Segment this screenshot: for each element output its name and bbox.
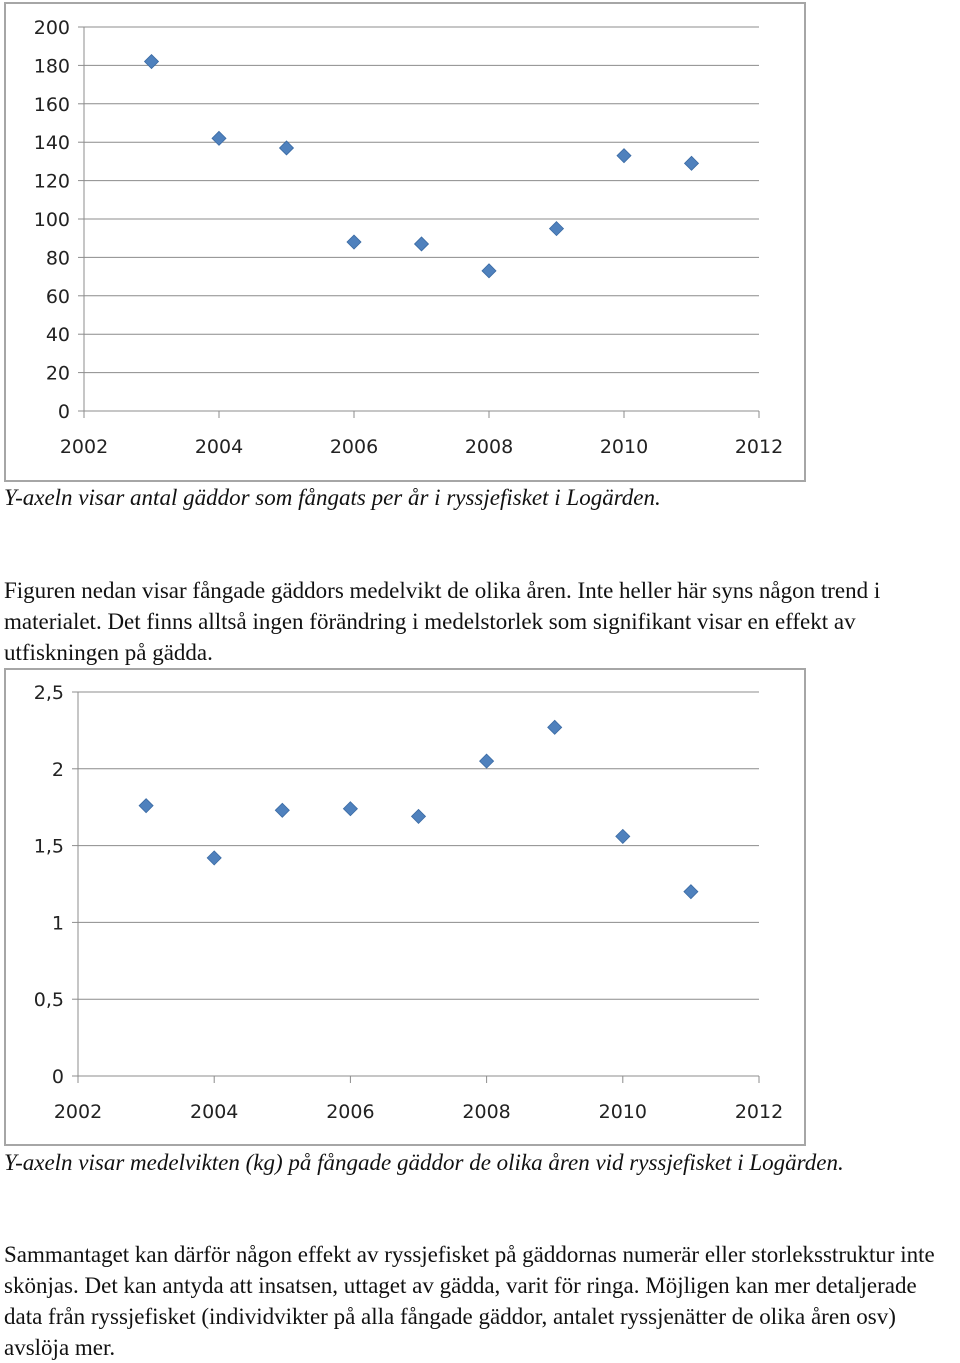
data-point bbox=[683, 884, 699, 900]
y-tick-label: 0,5 bbox=[34, 989, 64, 1011]
x-tick-label: 2006 bbox=[326, 1101, 374, 1123]
y-tick-label: 80 bbox=[46, 247, 70, 269]
y-tick-label: 140 bbox=[34, 132, 70, 154]
y-tick-label: 2 bbox=[52, 759, 64, 781]
chart-catch-count: 0 20 40 60 80 100 120 140 160 180 200 2002 2004 2006 2… bbox=[4, 2, 806, 482]
x-tick-label: 2008 bbox=[462, 1101, 510, 1123]
x-tick-label: 2010 bbox=[599, 1101, 647, 1123]
data-point bbox=[410, 808, 427, 824]
data-point bbox=[138, 798, 154, 814]
chart-mean-weight: 0 0,5 1 1,5 2 2,5 2002 2004 2006 2008 2010 2012 bbox=[4, 668, 806, 1146]
y-tick-label: 160 bbox=[34, 94, 70, 116]
data-point bbox=[342, 801, 358, 817]
y-tick-label: 180 bbox=[34, 55, 70, 77]
x-tick-label: 2012 bbox=[735, 1101, 783, 1123]
y-tick-label: 20 bbox=[46, 363, 70, 385]
y-tick-label: 1 bbox=[52, 912, 64, 934]
x-tick-label: 2004 bbox=[190, 1101, 238, 1123]
caption-mean-weight: Y-axeln visar medelvikten (kg) på fångad… bbox=[4, 1150, 844, 1175]
x-tick-label: 2002 bbox=[54, 1101, 102, 1123]
data-point bbox=[548, 221, 565, 237]
data-point bbox=[143, 53, 160, 70]
y-tick-label: 2,5 bbox=[34, 682, 64, 704]
x-tick-label: 2002 bbox=[60, 436, 108, 458]
y-tick-label: 60 bbox=[46, 286, 70, 308]
x-tick-label: 2008 bbox=[465, 436, 513, 458]
data-point bbox=[481, 263, 497, 279]
data-point bbox=[479, 753, 495, 769]
x-tick-label: 2010 bbox=[600, 436, 648, 458]
data-point bbox=[615, 828, 631, 844]
data-point bbox=[683, 155, 700, 171]
chart-catch-count-svg: 0 20 40 60 80 100 120 140 160 180 200 2002 2004 2006 2… bbox=[34, 17, 783, 458]
y-tick-label: 120 bbox=[34, 171, 70, 193]
y-tick-label: 1,5 bbox=[34, 836, 64, 858]
chart-mean-weight-svg: 0 0,5 1 1,5 2 2,5 2002 2004 2006 2008 2010 2012 bbox=[34, 682, 783, 1123]
x-tick-label: 2004 bbox=[195, 436, 243, 458]
data-point bbox=[211, 130, 227, 146]
data-point bbox=[274, 802, 290, 818]
y-tick-label: 100 bbox=[34, 209, 70, 231]
data-point bbox=[278, 140, 295, 156]
data-point bbox=[413, 236, 430, 252]
y-tick-label: 40 bbox=[46, 324, 70, 346]
x-tick-label: 2006 bbox=[330, 436, 378, 458]
caption-catch-count: Y-axeln visar antal gäddor som fångats p… bbox=[4, 485, 661, 510]
y-tick-label: 0 bbox=[58, 401, 70, 423]
paragraph-summary: Sammantaget kan därför någon effekt av r… bbox=[4, 1242, 935, 1360]
data-point bbox=[206, 850, 222, 866]
paragraph-intro: Figuren nedan visar fångade gäddors mede… bbox=[4, 578, 881, 665]
data-point bbox=[616, 148, 632, 164]
data-point bbox=[346, 234, 362, 250]
y-tick-label: 200 bbox=[34, 17, 70, 39]
data-point bbox=[547, 719, 563, 735]
x-tick-label: 2012 bbox=[735, 436, 783, 458]
y-tick-label: 0 bbox=[52, 1066, 64, 1088]
